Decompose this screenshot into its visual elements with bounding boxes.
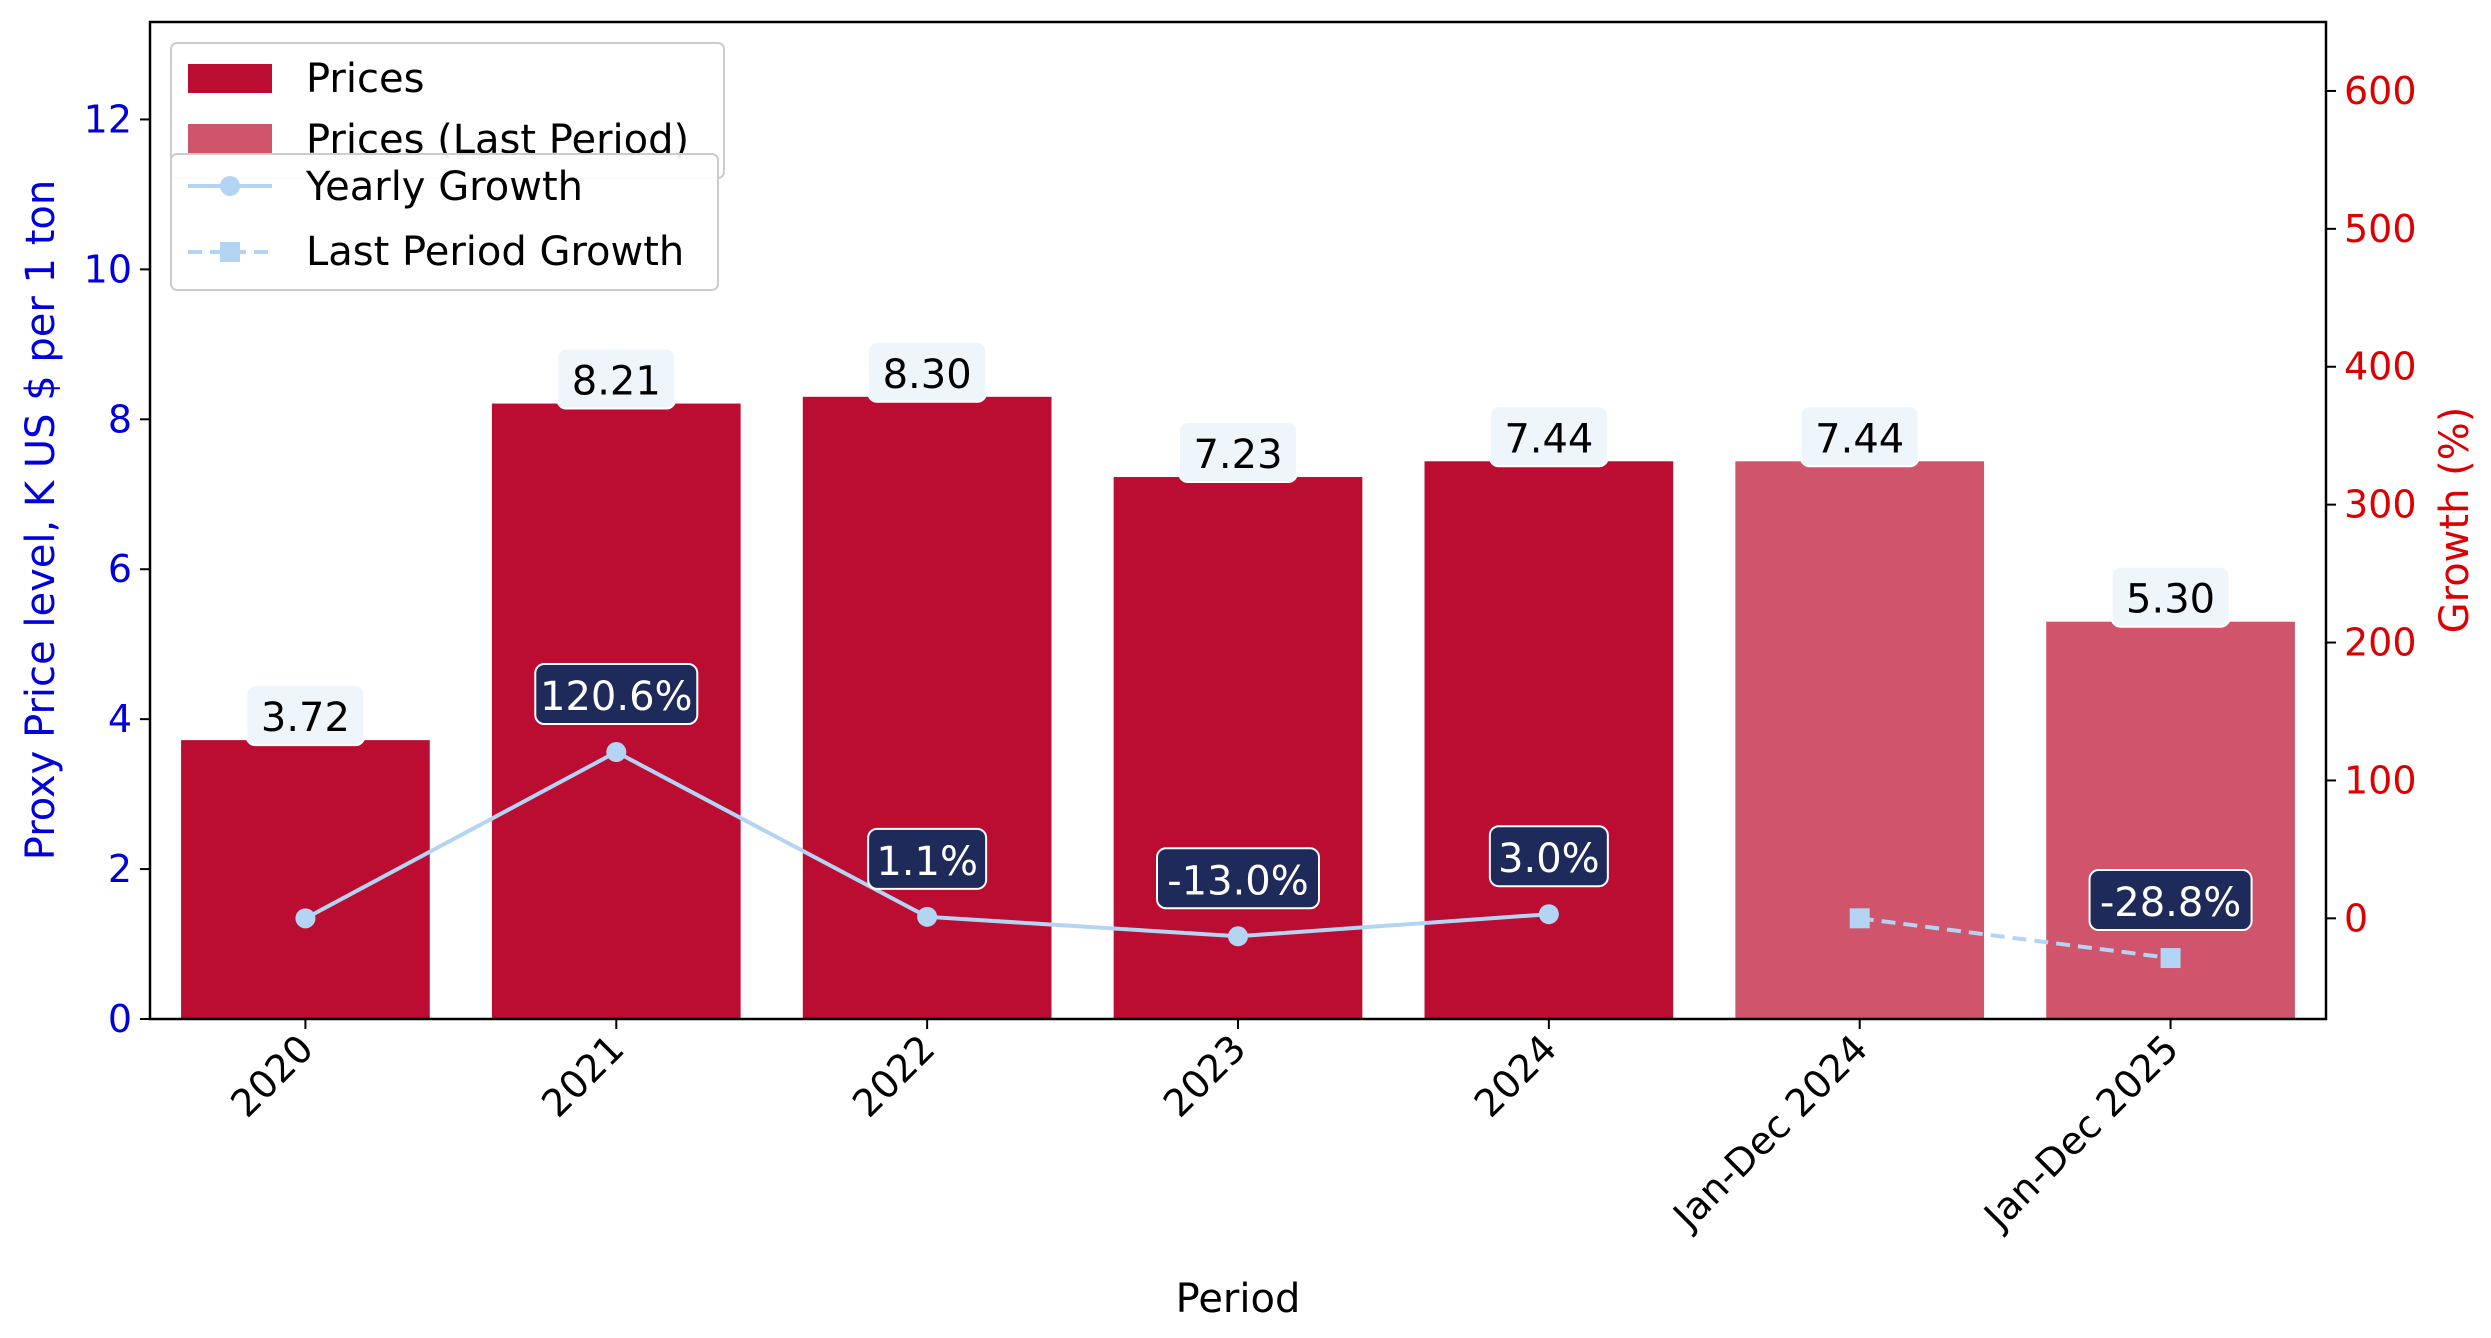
legend-label-yearly-growth: Yearly Growth	[305, 164, 583, 210]
growth-label-2021-box	[534, 663, 699, 726]
right-axis: 0 100 200 300 400 500 600	[2326, 69, 2417, 940]
price-label-2021-box	[556, 347, 677, 410]
left-tick-label-6: 6	[108, 547, 132, 591]
x-tick-label-2022: 2022	[844, 1026, 944, 1126]
left-tick-label-2: 2	[108, 847, 132, 891]
x-tick-label-2020: 2020	[222, 1026, 322, 1126]
right-axis-title: Growth (%)	[2432, 407, 2478, 634]
right-tick-label-500: 500	[2344, 207, 2417, 251]
price-label-2022: 8.30	[883, 352, 972, 398]
growth-marker-jan-dec-2024	[1849, 908, 1870, 929]
right-tick-label-600: 600	[2344, 69, 2417, 113]
legend-marker-last-period-growth	[220, 242, 240, 262]
growth-marker-2020	[295, 908, 316, 929]
growth-label-2024: 3.0%	[1498, 836, 1600, 882]
legend-swatch-prices-last-period	[188, 124, 272, 153]
price-label-2023-box	[1178, 421, 1298, 484]
legend-label-last-period-growth: Last Period Growth	[306, 229, 684, 275]
left-axis: 0 2 4 6 8 10 12	[84, 97, 150, 1041]
right-tick-label-300: 300	[2344, 483, 2417, 527]
price-label-2022-box	[867, 340, 988, 403]
growth-label-2022-box	[867, 827, 988, 890]
price-label-2020: 3.72	[261, 695, 350, 741]
growth-marker-2024	[1538, 904, 1559, 925]
bar-2024	[1424, 461, 1674, 1020]
x-tick-label-jan-dec-2024: Jan-Dec 2024	[1664, 1026, 1877, 1239]
right-tick-label-0: 0	[2344, 896, 2368, 940]
growth-lines-layer	[295, 742, 2181, 969]
legend-label-prices: Prices	[306, 56, 424, 102]
x-tick-label-2024: 2024	[1466, 1026, 1566, 1126]
growth-label-2022: 1.1%	[876, 839, 978, 885]
left-tick-label-10: 10	[84, 247, 132, 291]
right-tick-label-200: 200	[2344, 621, 2417, 665]
price-label-2023: 7.23	[1193, 432, 1282, 478]
legend-swatch-prices	[188, 64, 272, 93]
right-tick-label-400: 400	[2344, 345, 2417, 389]
x-tick-label-2021: 2021	[533, 1026, 633, 1126]
growth-label-2024-box	[1488, 825, 1609, 888]
legend-marker-yearly-growth	[220, 176, 240, 196]
left-tick-label-0: 0	[108, 997, 132, 1041]
x-tick-label-2023: 2023	[1155, 1026, 1255, 1126]
x-axis-title: Period	[1176, 1276, 1301, 1322]
x-axis: 2020 2021 2022 2023 2024 Jan-Dec 2024 Jan-Dec …	[222, 1019, 2187, 1239]
growth-label-2021: 120.6%	[540, 674, 693, 720]
price-label-jan-dec-2024-box	[1799, 405, 1920, 468]
growth-label-jan-dec-2025-box	[2088, 869, 2253, 932]
growth-label-jan-dec-2025: -28.8%	[2100, 880, 2242, 926]
data-labels-layer: 3.72 8.21 8.30 7.23 7.44 7.44 5.30 120.6% 1.1% -1…	[245, 340, 2253, 932]
price-label-2024-box	[1488, 405, 1609, 468]
price-label-jan-dec-2025: 5.30	[2126, 577, 2215, 623]
price-label-jan-dec-2024: 7.44	[1815, 416, 1904, 462]
left-tick-label-4: 4	[108, 697, 132, 741]
growth-label-2023-box	[1156, 847, 1320, 910]
growth-line-last-period-growth	[1859, 916, 2171, 961]
growth-marker-jan-dec-2025	[2160, 948, 2181, 969]
left-axis-title: Proxy Price level, K US $ per 1 ton	[18, 180, 64, 860]
left-tick-label-12: 12	[84, 97, 132, 141]
price-label-2020-box	[245, 684, 366, 747]
right-tick-label-100: 100	[2344, 758, 2417, 802]
left-tick-label-8: 8	[108, 397, 132, 441]
bars-layer	[181, 396, 2295, 1020]
growth-marker-2021	[606, 742, 627, 763]
legend-lines-frame	[170, 153, 719, 291]
price-label-jan-dec-2025-box	[2110, 565, 2231, 628]
bar-jan-dec-2024	[1735, 461, 1985, 1020]
bar-2020	[181, 740, 430, 1019]
price-label-2024: 7.44	[1504, 416, 1593, 462]
growth-marker-2022	[917, 906, 938, 927]
price-label-2021: 8.21	[572, 359, 661, 405]
growth-marker-2023	[1228, 926, 1248, 947]
x-tick-label-jan-dec-2025: Jan-Dec 2025	[1974, 1026, 2187, 1239]
growth-label-2023: -13.0%	[1167, 858, 1309, 904]
legend-lines: Yearly Growth Last Period Growth	[170, 153, 719, 291]
